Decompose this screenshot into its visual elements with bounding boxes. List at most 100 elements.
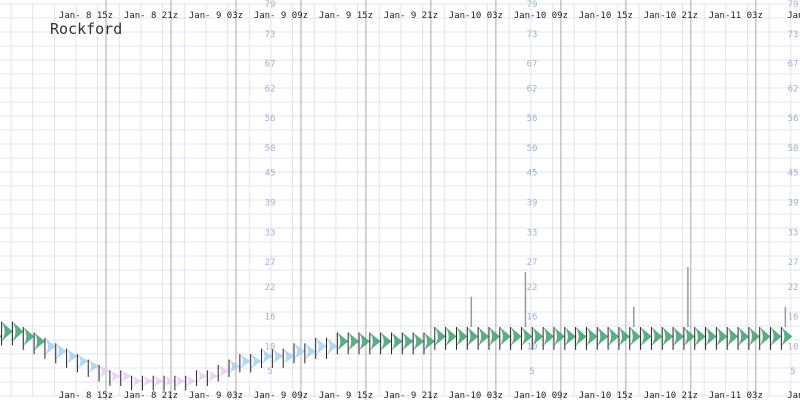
grid bbox=[0, 3, 800, 397]
y-tick-label: 62 bbox=[265, 84, 276, 94]
wind-wedge bbox=[380, 332, 392, 351]
x-tick-label-bottom: Jan- 8 15z bbox=[59, 391, 113, 400]
y-tick-label: 33 bbox=[788, 228, 799, 238]
wind-wedge bbox=[629, 327, 641, 346]
wind-wedge bbox=[88, 359, 100, 373]
wind-wedge bbox=[99, 364, 111, 378]
y-tick-label: 45 bbox=[788, 169, 799, 179]
y-tick-label: 62 bbox=[527, 84, 538, 94]
wind-wedge bbox=[575, 327, 587, 346]
wind-wedge bbox=[781, 327, 793, 346]
x-tick-label-bottom: Jan-10 21z bbox=[644, 391, 698, 400]
x-tick-label-top: Jan-10 15z bbox=[579, 11, 633, 21]
y-tick-label: 33 bbox=[265, 228, 276, 238]
y-tick-label: 39 bbox=[265, 198, 276, 208]
wind-wedge bbox=[250, 354, 262, 369]
y-tick-label: 10 bbox=[265, 342, 276, 352]
wind-wedge bbox=[597, 327, 609, 346]
wind-wedge bbox=[12, 321, 24, 342]
wind-wedge bbox=[153, 375, 165, 387]
wind-wedge bbox=[467, 327, 479, 346]
y-tick-label: 39 bbox=[527, 198, 538, 208]
wind-wedge bbox=[434, 327, 446, 346]
y-tick-label: 79 bbox=[788, 0, 799, 10]
x-tick-label-top: Jan-10 09z bbox=[514, 11, 568, 21]
x-tick-label-bottom: Jan-11 03z bbox=[709, 391, 763, 400]
wind-wedge bbox=[283, 348, 295, 364]
wind-wedge bbox=[272, 348, 284, 364]
wind-wedge bbox=[456, 327, 468, 346]
wind-wedge bbox=[705, 327, 717, 346]
wind-wedge bbox=[239, 354, 251, 369]
wind-wedge bbox=[608, 327, 620, 346]
y-tick-label: 39 bbox=[788, 198, 799, 208]
wind-wedge bbox=[229, 359, 241, 373]
y-tick-label: 50 bbox=[265, 144, 276, 154]
wind-wedge bbox=[326, 337, 338, 355]
y-tick-label: 56 bbox=[527, 114, 538, 124]
wind-wedge bbox=[673, 327, 685, 346]
x-tick-label-top: Jan-1 bbox=[787, 11, 800, 21]
x-tick-label-top: Jan- 9 21z bbox=[384, 11, 438, 21]
x-tick-label-top: Jan-10 03z bbox=[449, 11, 503, 21]
wind-wedge bbox=[0, 334, 2, 338]
y-tick-label: 16 bbox=[788, 313, 799, 323]
y-tick-label: 67 bbox=[527, 60, 538, 70]
y-tick-label: 45 bbox=[265, 169, 276, 179]
wind-wedge bbox=[142, 375, 154, 387]
x-tick-label-top: Jan-10 21z bbox=[644, 11, 698, 21]
wind-wedge bbox=[369, 332, 381, 351]
x-tick-label-top: Jan- 8 15z bbox=[59, 11, 113, 21]
wind-wedge bbox=[207, 370, 219, 382]
wind-wedge bbox=[1, 321, 13, 342]
wind-wedge bbox=[488, 327, 500, 346]
wind-wedge bbox=[413, 332, 425, 351]
y-tick-label: 73 bbox=[788, 30, 799, 40]
y-tick-label: 79 bbox=[265, 0, 276, 10]
y-tick-label: 27 bbox=[265, 258, 276, 268]
x-tick-label-top: Jan- 9 15z bbox=[319, 11, 373, 21]
y-tick-label: 79 bbox=[527, 0, 538, 10]
y-ticks: 5 10 16 22 27 33 39 45 50 56 62 67 73 79 5 10 16 22 27 33 39… bbox=[265, 0, 799, 377]
wind-marks bbox=[0, 266, 793, 391]
wind-wedge bbox=[348, 332, 360, 351]
wind-wedge bbox=[618, 327, 630, 346]
wind-wedge bbox=[337, 332, 349, 351]
x-tick-label-bottom: Jan-10 15z bbox=[579, 391, 633, 400]
x-tick-label-bottom: Jan- 9 09z bbox=[254, 391, 308, 400]
wind-wedge bbox=[738, 327, 750, 346]
wind-wedge bbox=[261, 348, 273, 364]
wind-wedge bbox=[510, 327, 522, 346]
y-tick-label: 67 bbox=[265, 60, 276, 70]
y-tick-label: 16 bbox=[265, 313, 276, 323]
wind-wedge bbox=[77, 354, 89, 369]
wind-wedge bbox=[174, 375, 186, 387]
wind-wedge bbox=[564, 327, 576, 346]
y-tick-label: 16 bbox=[527, 313, 538, 323]
wind-wedge bbox=[66, 348, 78, 364]
x-tick-label-top: Jan- 9 03z bbox=[189, 11, 243, 21]
x-tick-label-bottom: Jan-1 bbox=[787, 391, 800, 400]
wind-wedge bbox=[640, 327, 652, 346]
wind-wedge bbox=[358, 332, 370, 351]
y-tick-label: 33 bbox=[527, 228, 538, 238]
y-tick-label: 62 bbox=[788, 84, 799, 94]
y-tick-label: 50 bbox=[788, 144, 799, 154]
wind-wedge bbox=[543, 327, 555, 346]
y-tick-label: 73 bbox=[265, 30, 276, 40]
y-tick-label: 22 bbox=[265, 283, 276, 293]
wind-wedge bbox=[532, 327, 544, 346]
wind-wedge bbox=[759, 327, 771, 346]
wind-wedge bbox=[651, 327, 663, 346]
wind-wedge bbox=[521, 327, 533, 346]
y-tick-label: 56 bbox=[788, 114, 799, 124]
wind-wedge bbox=[499, 327, 511, 346]
x-tick-label-top: Jan- 8 21z bbox=[124, 11, 178, 21]
wind-wedge bbox=[294, 343, 306, 360]
wind-wedge bbox=[44, 337, 56, 355]
x-tick-label-top: Jan-11 03z bbox=[709, 11, 763, 21]
y-tick-label: 22 bbox=[788, 283, 799, 293]
y-tick-label: 5 bbox=[790, 367, 795, 377]
wind-wedge bbox=[34, 332, 46, 351]
